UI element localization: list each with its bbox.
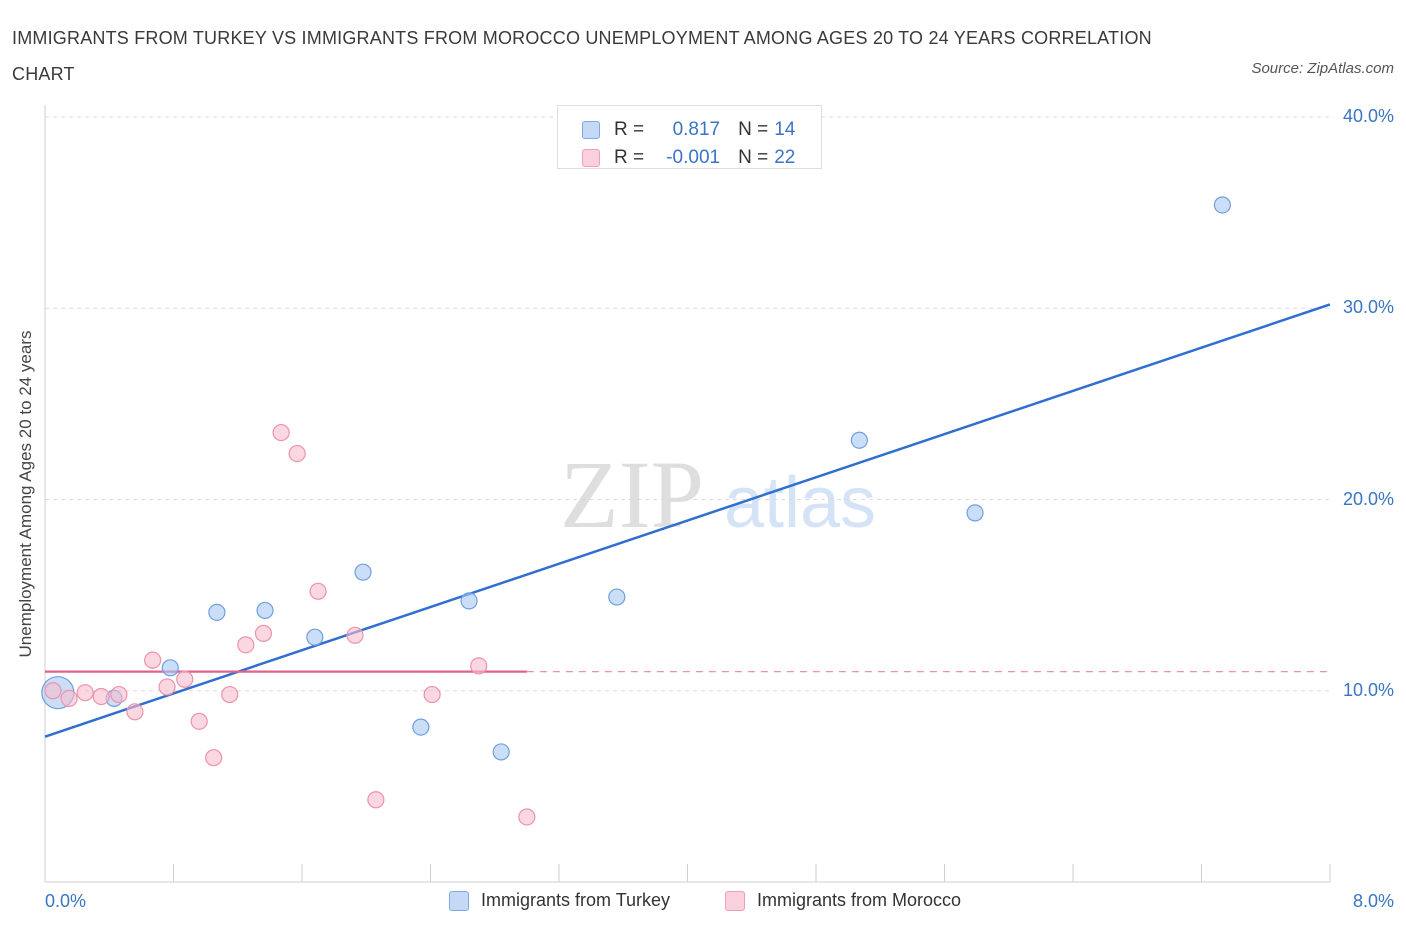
r-value: 0.817 [672,119,721,140]
trend-line [44,303,1331,738]
point-morocco [110,685,128,704]
point-morocco [237,636,255,654]
point-morocco [144,651,162,669]
watermark: ZIP atlas [560,441,876,548]
point-morocco [272,423,290,442]
watermark-zip: ZIP [560,441,704,548]
legend-swatch-morocco [582,149,600,167]
chart-title: IMMIGRANTS FROM TURKEY VS IMMIGRANTS FRO… [12,28,1152,84]
source-label: Source: ZipAtlas.com [1251,60,1394,77]
point-morocco [205,749,223,767]
r-value: -0.001 [666,147,721,168]
point-turkey [966,504,984,522]
point-turkey [492,743,510,761]
point-morocco [44,682,62,700]
x-tick-label-min: 0.0% [45,891,87,911]
y-axis-label: Unemployment Among Ages 20 to 24 years [16,330,35,658]
legend-item-morocco: Immigrants from Morocco [725,890,961,911]
data-points [41,196,1231,826]
watermark-atlas: atlas [724,463,876,543]
point-turkey [306,628,324,646]
point-morocco [346,626,364,644]
point-morocco [309,582,327,600]
point-morocco [126,703,144,721]
point-turkey [850,431,868,449]
point-morocco [76,684,94,702]
legend-swatch-morocco [725,890,745,911]
point-turkey [608,588,626,606]
point-morocco [288,445,306,463]
legend-label-morocco: Immigrants from Morocco [757,890,962,910]
y-tick-label: 40.0% [1342,106,1394,126]
point-morocco [190,712,208,730]
n-value: 22 [774,147,796,168]
point-morocco [423,685,441,704]
point-morocco [367,791,385,809]
legend-row-morocco: R = -0.001 N = 22 [582,146,795,170]
y-tick-label: 30.0% [1342,297,1394,318]
point-turkey [208,603,226,621]
legend-swatch-turkey [449,890,469,911]
legend-label-turkey: Immigrants from Turkey [481,890,671,910]
x-tick-label-max: 8.0% [1352,891,1394,911]
point-morocco [470,657,488,675]
n-label: N = [738,147,769,168]
point-morocco [221,685,239,704]
point-morocco [158,678,176,696]
point-morocco [176,670,194,688]
axes [44,105,1331,883]
legend-row-turkey: R = 0.817 N = 14 [582,118,795,142]
correlation-legend: R = 0.817 N = 14 R = -0.001 N = 22 [557,105,822,169]
legend-swatch-turkey [582,121,600,139]
r-label: R = [614,147,645,168]
point-morocco [254,624,273,642]
n-label: N = [738,119,769,140]
n-value: 14 [774,119,796,140]
point-turkey [460,592,478,610]
y-tick-label: 10.0% [1342,679,1394,700]
r-label: R = [614,119,645,140]
legend-item-turkey: Immigrants from Turkey [449,890,670,911]
grid-lines [45,116,1330,692]
point-morocco [60,689,78,708]
point-morocco [518,808,536,826]
y-tick-label: 20.0% [1342,488,1394,509]
point-turkey [412,718,430,736]
point-morocco [92,687,110,706]
point-turkey [161,659,179,677]
point-turkey [256,601,274,620]
trend-lines [44,303,1331,738]
point-turkey [354,563,372,581]
point-turkey [1213,196,1231,214]
